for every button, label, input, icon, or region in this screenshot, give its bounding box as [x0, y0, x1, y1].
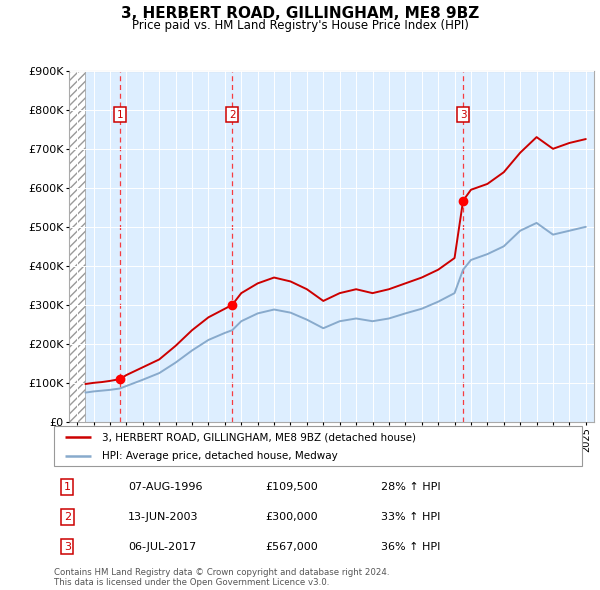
Text: 33% ↑ HPI: 33% ↑ HPI: [382, 512, 441, 522]
Text: 1: 1: [64, 482, 71, 492]
Text: Contains HM Land Registry data © Crown copyright and database right 2024.
This d: Contains HM Land Registry data © Crown c…: [54, 568, 389, 587]
Text: 3, HERBERT ROAD, GILLINGHAM, ME8 9BZ: 3, HERBERT ROAD, GILLINGHAM, ME8 9BZ: [121, 6, 479, 21]
Text: 3: 3: [460, 110, 466, 120]
Text: 36% ↑ HPI: 36% ↑ HPI: [382, 542, 441, 552]
Text: HPI: Average price, detached house, Medway: HPI: Average price, detached house, Medw…: [101, 451, 337, 461]
Text: 1: 1: [116, 110, 123, 120]
Text: £567,000: £567,000: [265, 542, 318, 552]
Text: 28% ↑ HPI: 28% ↑ HPI: [382, 482, 441, 492]
Text: 2: 2: [64, 512, 71, 522]
Text: 2: 2: [229, 110, 236, 120]
Text: 3, HERBERT ROAD, GILLINGHAM, ME8 9BZ (detached house): 3, HERBERT ROAD, GILLINGHAM, ME8 9BZ (de…: [101, 432, 416, 442]
Text: 3: 3: [64, 542, 71, 552]
Text: Price paid vs. HM Land Registry's House Price Index (HPI): Price paid vs. HM Land Registry's House …: [131, 19, 469, 32]
Text: 13-JUN-2003: 13-JUN-2003: [128, 512, 199, 522]
Text: £109,500: £109,500: [265, 482, 318, 492]
Text: £300,000: £300,000: [265, 512, 318, 522]
Text: 06-JUL-2017: 06-JUL-2017: [128, 542, 196, 552]
Text: 07-AUG-1996: 07-AUG-1996: [128, 482, 202, 492]
Bar: [69, 71, 85, 422]
